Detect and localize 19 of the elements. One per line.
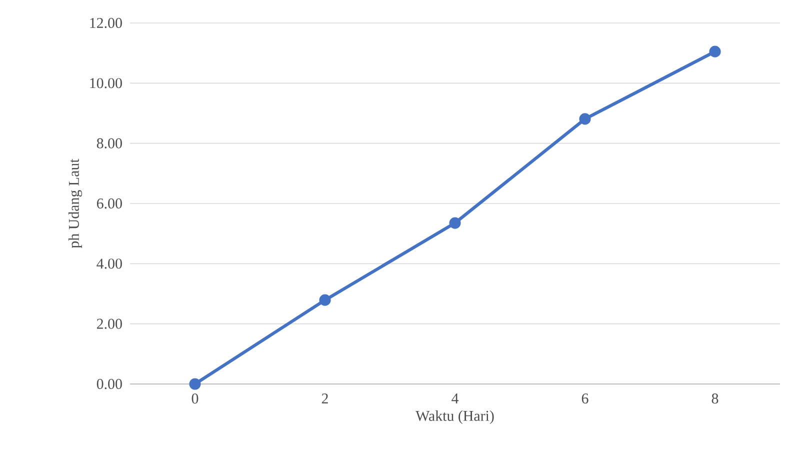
y-tick-label: 0.00 xyxy=(96,378,122,390)
x-tick-label: 8 xyxy=(712,393,718,404)
y-tick-label: 8.00 xyxy=(96,138,122,148)
y-tick-label: 6.00 xyxy=(96,198,122,209)
point xyxy=(709,46,721,58)
point xyxy=(319,294,331,306)
x-tick-label: 6 xyxy=(582,394,588,404)
y-tick-label: 10.00 xyxy=(90,78,122,88)
y-tick-label: 2.00 xyxy=(97,318,122,329)
y-tick-label: 12.00 xyxy=(90,18,122,28)
x-tick-label: 2 xyxy=(322,394,328,404)
x-tick-label: 4 xyxy=(452,394,458,404)
x-axis-title: Waktu (Hari) xyxy=(416,410,494,424)
y-tick-label: 4.00 xyxy=(96,258,122,269)
point xyxy=(189,378,201,390)
point xyxy=(449,217,461,229)
y-axis-title: ph Udang Laut xyxy=(68,158,82,248)
point xyxy=(579,113,591,125)
x-tick-label: 0 xyxy=(192,393,198,404)
